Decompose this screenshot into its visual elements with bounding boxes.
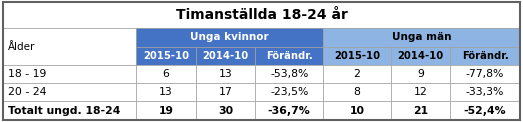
- Bar: [323, 47, 391, 65]
- Text: 2014-10: 2014-10: [397, 51, 444, 61]
- Text: -52,4%: -52,4%: [464, 106, 506, 116]
- Bar: [3, 101, 137, 120]
- Bar: [255, 47, 323, 65]
- Text: Unga män: Unga män: [392, 32, 451, 42]
- Bar: [255, 101, 323, 120]
- Text: 12: 12: [414, 87, 427, 97]
- Bar: [3, 83, 137, 101]
- Text: Förändr.: Förändr.: [266, 51, 313, 61]
- Text: 8: 8: [354, 87, 360, 97]
- Bar: [196, 101, 255, 120]
- Bar: [450, 65, 520, 83]
- Text: 17: 17: [219, 87, 232, 97]
- Text: Unga kvinnor: Unga kvinnor: [190, 32, 269, 42]
- Text: 30: 30: [218, 106, 233, 116]
- Text: 20 - 24: 20 - 24: [8, 87, 47, 97]
- Text: 9: 9: [417, 69, 424, 79]
- Text: 18 - 19: 18 - 19: [8, 69, 47, 79]
- Text: 2015-10: 2015-10: [334, 51, 380, 61]
- Text: 19: 19: [158, 106, 174, 116]
- Bar: [323, 65, 391, 83]
- Text: Totalt ungd. 18-24: Totalt ungd. 18-24: [8, 106, 120, 116]
- Text: 21: 21: [413, 106, 428, 116]
- Text: 13: 13: [159, 87, 173, 97]
- Bar: [137, 47, 196, 65]
- Bar: [391, 47, 450, 65]
- Bar: [137, 65, 196, 83]
- Bar: [450, 101, 520, 120]
- Bar: [391, 101, 450, 120]
- Text: -36,7%: -36,7%: [268, 106, 311, 116]
- Text: Timanställda 18-24 år: Timanställda 18-24 år: [176, 8, 347, 22]
- Text: 10: 10: [349, 106, 365, 116]
- Bar: [137, 101, 196, 120]
- Text: 2015-10: 2015-10: [143, 51, 189, 61]
- Bar: [137, 28, 323, 47]
- Bar: [3, 28, 137, 65]
- Text: -77,8%: -77,8%: [466, 69, 504, 79]
- Bar: [137, 83, 196, 101]
- Text: -33,3%: -33,3%: [466, 87, 504, 97]
- Bar: [323, 83, 391, 101]
- Bar: [196, 47, 255, 65]
- Bar: [255, 83, 323, 101]
- Bar: [196, 83, 255, 101]
- Bar: [450, 47, 520, 65]
- Text: Förändr.: Förändr.: [462, 51, 508, 61]
- Bar: [255, 65, 323, 83]
- Bar: [323, 28, 520, 47]
- Bar: [391, 65, 450, 83]
- Bar: [3, 2, 520, 28]
- Text: 13: 13: [219, 69, 232, 79]
- Text: 6: 6: [163, 69, 169, 79]
- Bar: [391, 83, 450, 101]
- Bar: [196, 65, 255, 83]
- Bar: [323, 101, 391, 120]
- Text: 2014-10: 2014-10: [202, 51, 248, 61]
- Text: Ålder: Ålder: [8, 41, 36, 51]
- Bar: [450, 83, 520, 101]
- Text: -23,5%: -23,5%: [270, 87, 309, 97]
- Text: -53,8%: -53,8%: [270, 69, 309, 79]
- Bar: [3, 65, 137, 83]
- Text: 2: 2: [354, 69, 360, 79]
